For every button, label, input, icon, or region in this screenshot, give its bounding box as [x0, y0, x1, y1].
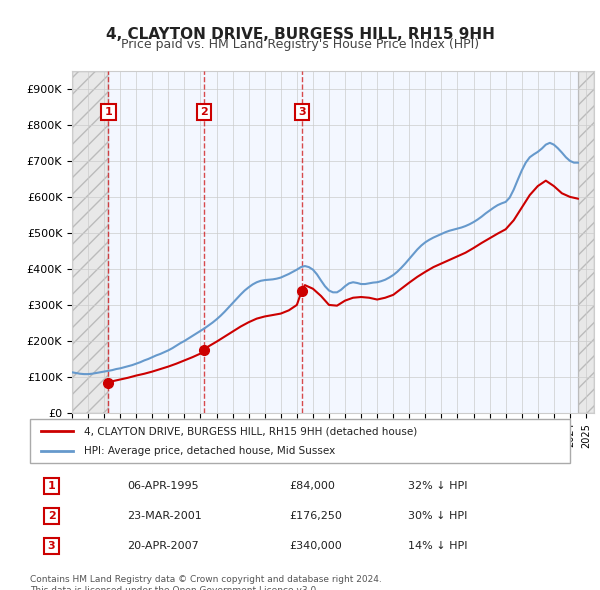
FancyBboxPatch shape — [30, 419, 570, 463]
Text: 30% ↓ HPI: 30% ↓ HPI — [408, 511, 467, 521]
Text: 1: 1 — [104, 107, 112, 117]
Text: £84,000: £84,000 — [289, 481, 335, 491]
Bar — [72, 71, 109, 413]
Text: £340,000: £340,000 — [289, 541, 342, 551]
Text: Price paid vs. HM Land Registry's House Price Index (HPI): Price paid vs. HM Land Registry's House … — [121, 38, 479, 51]
Text: 14% ↓ HPI: 14% ↓ HPI — [408, 541, 467, 551]
Text: 3: 3 — [298, 107, 305, 117]
Text: 2: 2 — [200, 107, 208, 117]
Text: Contains HM Land Registry data © Crown copyright and database right 2024.
This d: Contains HM Land Registry data © Crown c… — [30, 575, 382, 590]
Text: 20-APR-2007: 20-APR-2007 — [127, 541, 199, 551]
Text: £176,250: £176,250 — [289, 511, 342, 521]
Text: 23-MAR-2001: 23-MAR-2001 — [127, 511, 202, 521]
Text: 32% ↓ HPI: 32% ↓ HPI — [408, 481, 467, 491]
Text: 06-APR-1995: 06-APR-1995 — [127, 481, 199, 491]
Bar — [578, 71, 594, 413]
Text: HPI: Average price, detached house, Mid Sussex: HPI: Average price, detached house, Mid … — [84, 446, 335, 455]
Text: 2: 2 — [48, 511, 55, 521]
Text: 1: 1 — [48, 481, 55, 491]
Text: 4, CLAYTON DRIVE, BURGESS HILL, RH15 9HH (detached house): 4, CLAYTON DRIVE, BURGESS HILL, RH15 9HH… — [84, 427, 417, 436]
Text: 4, CLAYTON DRIVE, BURGESS HILL, RH15 9HH: 4, CLAYTON DRIVE, BURGESS HILL, RH15 9HH — [106, 27, 494, 41]
Bar — [109, 71, 578, 413]
Text: 3: 3 — [48, 541, 55, 551]
